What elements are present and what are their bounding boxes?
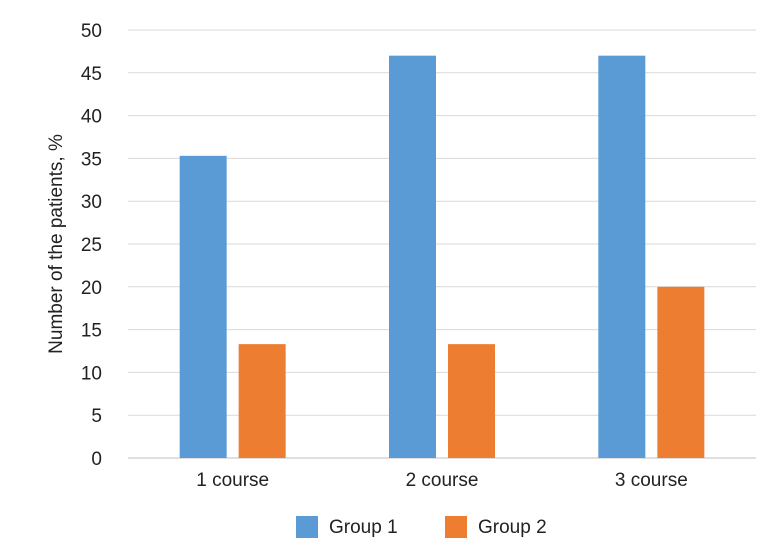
bar-2-1 — [238, 344, 286, 458]
y-tick-label: 10 — [81, 363, 102, 384]
bar-2-2 — [448, 344, 495, 458]
x-tick-label: 2 course — [406, 470, 479, 491]
x-axis-ticks: 1 course 2 course 3 course — [196, 470, 688, 491]
y-tick-label: 0 — [91, 449, 102, 470]
y-tick-label: 30 — [81, 192, 102, 213]
y-tick-label: 50 — [81, 21, 102, 42]
x-tick-label: 1 course — [196, 470, 269, 491]
y-tick-label: 25 — [81, 235, 102, 256]
bar-1-3 — [598, 55, 646, 459]
y-tick-label: 40 — [81, 107, 102, 128]
legend-label: Group 1 — [329, 517, 398, 538]
x-tick-label: 3 course — [615, 470, 688, 491]
y-tick-label: 35 — [81, 149, 102, 170]
y-axis-ticks: 0 5 10 15 20 25 30 35 40 45 50 — [81, 21, 102, 470]
legend-label: Group 2 — [478, 517, 547, 538]
bar-1-2 — [389, 55, 436, 459]
legend-swatch — [445, 516, 467, 538]
y-tick-label: 20 — [81, 278, 102, 299]
y-tick-label: 5 — [91, 406, 102, 427]
bar-1-1 — [179, 155, 227, 458]
legend: Group 1 Group 2 — [296, 516, 547, 538]
gridlines — [128, 29, 756, 459]
y-tick-label: 45 — [81, 64, 102, 85]
y-tick-label: 15 — [81, 321, 102, 342]
bar-2-3 — [657, 286, 705, 458]
y-axis-title: Number of the patients, % — [46, 134, 67, 354]
legend-swatch — [296, 516, 318, 538]
bars — [179, 55, 705, 459]
